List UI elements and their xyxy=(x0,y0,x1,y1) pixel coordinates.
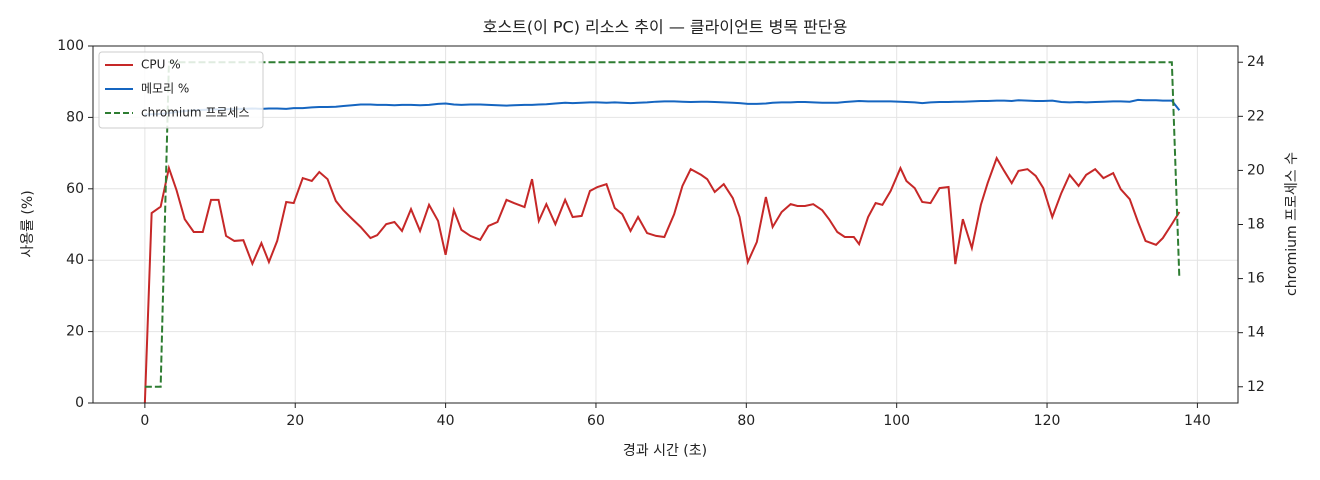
x-tick-label: 100 xyxy=(883,413,910,429)
y-tick-label: 0 xyxy=(75,395,84,411)
x-tick-label: 120 xyxy=(1034,413,1061,429)
x-tick-label: 80 xyxy=(737,413,755,429)
y-axis-label: 사용률 (%) xyxy=(20,190,36,257)
y2-axis-label: chromium 프로세스 수 xyxy=(1284,152,1300,296)
plot-frame xyxy=(92,45,1239,404)
x-tick-label: 140 xyxy=(1184,413,1211,429)
y-tick-label: 20 xyxy=(66,324,84,340)
legend-label: CPU % xyxy=(141,58,181,72)
chart-title: 호스트(이 PC) 리소스 추이 — 클라이언트 병목 판단용 xyxy=(483,18,848,37)
legend-box xyxy=(98,51,264,129)
y-tick-label: 100 xyxy=(57,38,84,54)
x-tick-label: 40 xyxy=(437,413,455,429)
y2-tick-label: 22 xyxy=(1247,108,1265,124)
y2-tick-label: 20 xyxy=(1247,162,1265,178)
series-line xyxy=(144,61,1181,388)
series-line xyxy=(144,98,1181,116)
y-tick-label: 80 xyxy=(66,109,84,125)
x-axis-label: 경과 시간 (초) xyxy=(623,443,707,459)
x-tick-label: 20 xyxy=(286,413,304,429)
legend-label: chromium 프로세스 xyxy=(141,106,250,120)
legend: CPU % 메모리 % chromium 프로세스 xyxy=(98,51,264,129)
series-line xyxy=(143,155,1181,404)
y2-tick-label: 24 xyxy=(1247,54,1265,70)
x-tick-label: 60 xyxy=(587,413,605,429)
y2-tick-label: 16 xyxy=(1247,271,1265,287)
y2-tick-label: 18 xyxy=(1247,217,1265,233)
y2-tick-label: 14 xyxy=(1247,325,1265,341)
y2-tick-label: 12 xyxy=(1247,379,1265,395)
y-tick-label: 60 xyxy=(66,181,84,197)
x-tick-label: 0 xyxy=(140,413,149,429)
y-tick-label: 40 xyxy=(66,252,84,268)
legend-label: 메모리 % xyxy=(141,82,189,96)
